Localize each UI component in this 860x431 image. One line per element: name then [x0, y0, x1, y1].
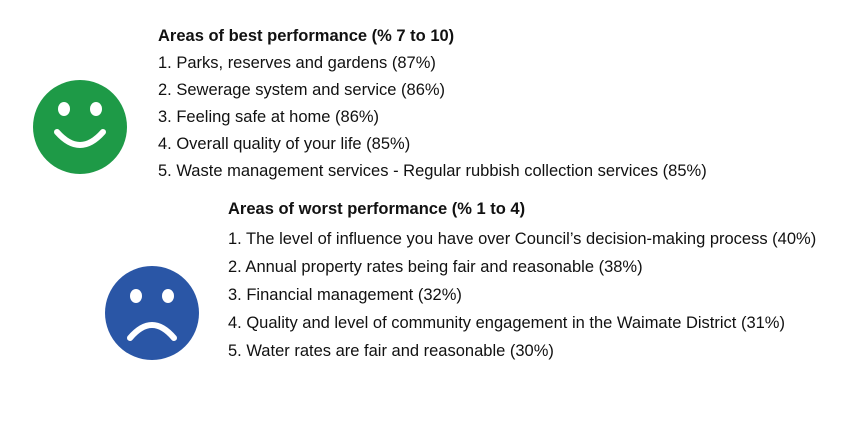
- worst-list: 1. The level of influence you have over …: [228, 228, 834, 368]
- list-item: 4. Overall quality of your life (85%): [158, 135, 411, 153]
- list-item: 3. Feeling safe at home (86%): [158, 108, 380, 126]
- worst-title: Areas of worst performance (% 1 to 4): [228, 200, 526, 218]
- sad-face: [105, 266, 199, 360]
- list-item: 5. Water rates are fair and reasonable (…: [228, 342, 554, 360]
- list-item: 1. Parks, reserves and gardens (87%): [158, 54, 436, 72]
- list-item: 5. Waste management services - Regular r…: [158, 162, 707, 180]
- list-item: 3. Financial management (32%): [228, 286, 462, 304]
- best-title: Areas of best performance (% 7 to 10): [158, 27, 455, 45]
- list-item: 2. Annual property rates being fair and …: [228, 258, 643, 276]
- list-item: 2. Sewerage system and service (86%): [158, 81, 446, 99]
- list-item: 4. Quality and level of community engage…: [228, 314, 785, 332]
- list-item: 1. The level of influence you have over …: [228, 230, 817, 248]
- best-list: 1. Parks, reserves and gardens (87%) 2. S…: [158, 52, 848, 187]
- happy-face: [33, 80, 127, 174]
